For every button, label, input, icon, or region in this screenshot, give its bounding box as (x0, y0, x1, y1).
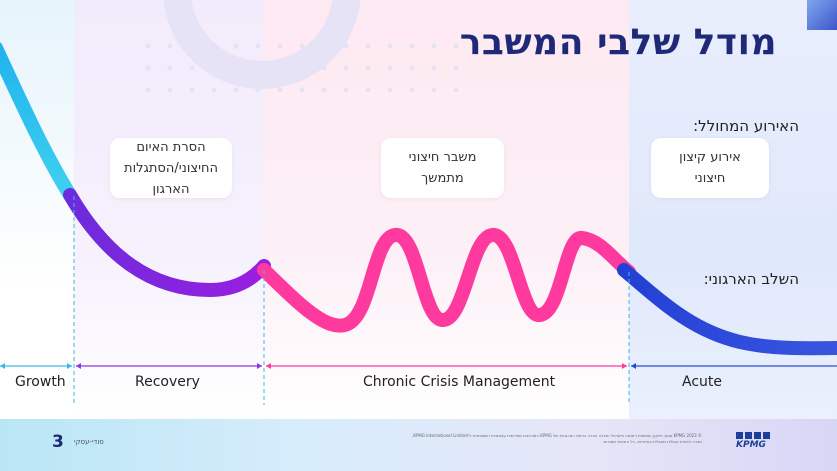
chronic-card-line: מתמשך (421, 171, 464, 186)
arrow-head (257, 363, 262, 369)
kpmg-logo-text: KPMG (736, 440, 766, 450)
acute-card: אירוע קיצון חיצוני (651, 138, 769, 198)
arrow-head (67, 363, 72, 369)
acute-curve (617, 263, 837, 356)
decorative-background (145, 0, 459, 93)
confidentiality-label: סודי-עסקי (74, 438, 104, 446)
recovery-card-line: החיצוני/הסתגלות (124, 160, 218, 176)
footer (0, 419, 837, 471)
arrow-head (0, 363, 5, 369)
recovery-card-line: הארגון (152, 181, 190, 197)
event-label: האירוע המחולל: (693, 117, 799, 135)
stage-growth: Growth (15, 374, 66, 390)
arrow-head (631, 363, 636, 369)
recovery-card: הסרת האיום החיצוני/הסתגלות הארגון (110, 138, 232, 198)
kpmg-logo: KPMG (736, 432, 770, 452)
page-number: 3 (52, 432, 64, 452)
chronic-curve (257, 228, 636, 333)
stage-chronic: Chronic Crisis Management (363, 374, 556, 390)
acute-card-line: אירוע קיצון (679, 150, 741, 165)
corner-accent (807, 0, 837, 30)
arrow-head (266, 363, 271, 369)
legal-text: © 2023 KPMG סומך חייקין, שותפות רשומה בי… (412, 433, 702, 444)
growth-curve (0, 42, 77, 202)
chronic-card: משבר חיצוני מתמשך (381, 138, 504, 198)
stage-acute: Acute (682, 374, 723, 390)
stage-label: השלב הארגוני: (703, 270, 799, 288)
recovery-card-line: הסרת האיום (136, 139, 206, 155)
recovery-curve (63, 188, 271, 298)
chronic-card-line: משבר חיצוני (408, 150, 477, 165)
arrow-head (622, 363, 627, 369)
page-title: מודל שלבי המשבר (459, 22, 777, 63)
crisis-curve (0, 42, 837, 405)
kpmg-logo-icon (736, 432, 770, 439)
stage-recovery: Recovery (135, 374, 200, 390)
acute-card-line: חיצוני (694, 171, 726, 186)
arrow-head (76, 363, 81, 369)
